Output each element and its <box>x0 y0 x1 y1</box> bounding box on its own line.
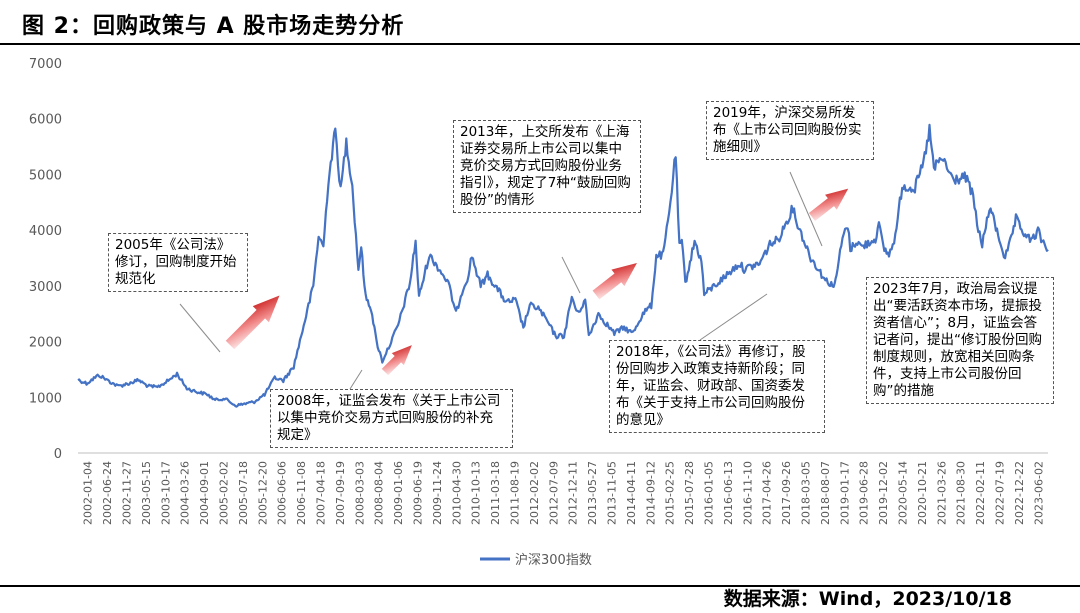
y-tick-label: 2000 <box>29 336 62 351</box>
x-tick-label: 2008-03-03 <box>353 461 366 525</box>
x-tick-label: 2002-06-24 <box>101 461 114 525</box>
x-tick-label: 2019-01-17 <box>838 461 851 525</box>
annotation-2005: 2005年《公司法》修订，回购制度开始规范化 <box>108 233 248 292</box>
x-tick-label: 2004-03-26 <box>179 461 192 525</box>
annotation-2013: 2013年，上交所发布《上海证券交易所上市公司以集中竞价交易方式回购股份业务指引… <box>453 120 641 213</box>
annotation-leader-lines <box>179 171 823 390</box>
x-tick-label: 2003-05-15 <box>140 461 153 525</box>
y-tick-label: 4000 <box>29 224 62 239</box>
x-tick-label: 2005-02-02 <box>218 461 231 525</box>
trend-arrows <box>225 188 849 376</box>
series-group <box>77 123 1049 408</box>
x-tick-label: 2020-10-21 <box>916 461 929 525</box>
x-tick-label: 2009-11-24 <box>431 461 444 525</box>
x-tick-label: 2022-07-19 <box>994 461 1007 525</box>
data-source: 数据来源：Wind，2023/10/18 <box>723 588 1012 610</box>
x-tick-label: 2023-06-02 <box>1032 461 1045 525</box>
x-tick-label: 2021-03-26 <box>935 461 948 525</box>
y-tick-label: 1000 <box>29 391 62 406</box>
x-tick-label: 2007-04-18 <box>315 461 328 525</box>
x-tick-label: 2013-11-05 <box>606 461 619 525</box>
trend-arrow <box>381 345 412 376</box>
x-tick-label: 2018-03-05 <box>800 461 813 525</box>
series-line <box>77 123 1049 408</box>
x-tick-label: 2020-05-14 <box>897 461 910 525</box>
x-tick-label: 2017-04-26 <box>761 461 774 525</box>
x-tick-label: 2015-02-25 <box>664 461 677 525</box>
annotation-2018: 2018年，《公司法》再修订，股份回购步入政策支持新阶段；同年，证监会、财政部、… <box>609 340 825 433</box>
x-tick-label: 2011-03-18 <box>489 461 502 525</box>
trend-arrow <box>225 295 280 350</box>
x-tick-label: 2005-07-18 <box>237 461 250 525</box>
x-tick-label: 2002-01-04 <box>82 461 95 525</box>
x-tick-label: 2018-08-07 <box>819 461 832 525</box>
x-tick-label: 2012-12-11 <box>567 461 580 525</box>
x-tick-label: 2012-07-09 <box>547 461 560 525</box>
leader-line <box>789 171 823 247</box>
x-tick-label: 2021-08-30 <box>955 461 968 525</box>
annotation-2019: 2019年，沪深交易所发布《上市公司回购股份实施细则》 <box>706 101 874 160</box>
x-tick-label: 2007-09-19 <box>334 461 347 525</box>
x-tick-label: 2019-06-28 <box>858 461 871 525</box>
y-tick-label: 3000 <box>29 280 62 295</box>
x-axis: 2002-01-04 2002-06-24 2002-11-27 2003-05-15… <box>78 452 1048 525</box>
x-tick-label: 2022-12-22 <box>1013 461 1026 525</box>
y-tick-label: 0 <box>54 447 62 462</box>
x-tick-label: 2003-10-17 <box>159 461 172 525</box>
x-tick-label: 2011-08-19 <box>509 461 522 525</box>
x-tick-label: 2016-01-05 <box>703 461 716 525</box>
title-rule <box>0 43 1080 45</box>
x-tick-label: 2016-11-10 <box>741 461 754 525</box>
annotation-2008: 2008年，证监会发布《关于上市公司以集中竞价交易方式回购股份的补充规定》 <box>270 389 513 448</box>
y-tick-label: 6000 <box>29 113 62 128</box>
x-tick-label: 2005-12-20 <box>256 461 269 525</box>
bottom-rule <box>0 585 1080 587</box>
x-tick-label: 2002-11-27 <box>121 461 134 525</box>
x-tick-label: 2012-02-02 <box>528 461 541 525</box>
x-tick-label: 2019-12-02 <box>877 461 890 525</box>
legend-label: 沪深300指数 <box>515 552 592 568</box>
y-tick-label: 5000 <box>29 168 62 183</box>
y-tick-label: 7000 <box>29 57 62 72</box>
x-tick-label: 2022-02-11 <box>974 461 987 525</box>
leader-line <box>349 369 363 390</box>
x-tick-label: 2008-08-04 <box>373 461 386 525</box>
x-tick-label: 2010-04-30 <box>450 461 463 525</box>
x-tick-label: 2016-06-13 <box>722 461 735 525</box>
leader-line <box>561 256 581 294</box>
x-tick-label: 2006-11-08 <box>295 461 308 525</box>
leader-line <box>699 293 768 341</box>
x-tick-label: 2006-06-06 <box>276 461 289 525</box>
x-tick-label: 2009-06-19 <box>412 461 425 525</box>
x-tick-label: 2004-09-01 <box>198 461 211 525</box>
annotation-2023: 2023年7月，政治局会议提出“要活跃资本市场，提振投资者信心”；8月，证监会答… <box>866 277 1054 404</box>
figure-title: 图 2：回购政策与 A 股市场走势分析 <box>22 14 405 39</box>
x-tick-label: 2010-10-13 <box>470 461 483 525</box>
legend: 沪深300指数 <box>480 552 592 568</box>
trend-arrow <box>808 188 849 221</box>
x-tick-label: 2014-04-11 <box>625 461 638 525</box>
y-axis: 0 1000 2000 3000 4000 5000 6000 7000 <box>29 57 62 462</box>
trend-arrow <box>592 262 637 300</box>
x-tick-label: 2017-09-26 <box>780 461 793 525</box>
x-tick-label: 2015-07-28 <box>683 461 696 525</box>
x-tick-label: 2014-09-12 <box>644 461 657 525</box>
leader-line <box>179 303 221 353</box>
x-tick-label: 2013-05-27 <box>586 461 599 525</box>
x-tick-label: 2009-01-06 <box>392 461 405 525</box>
